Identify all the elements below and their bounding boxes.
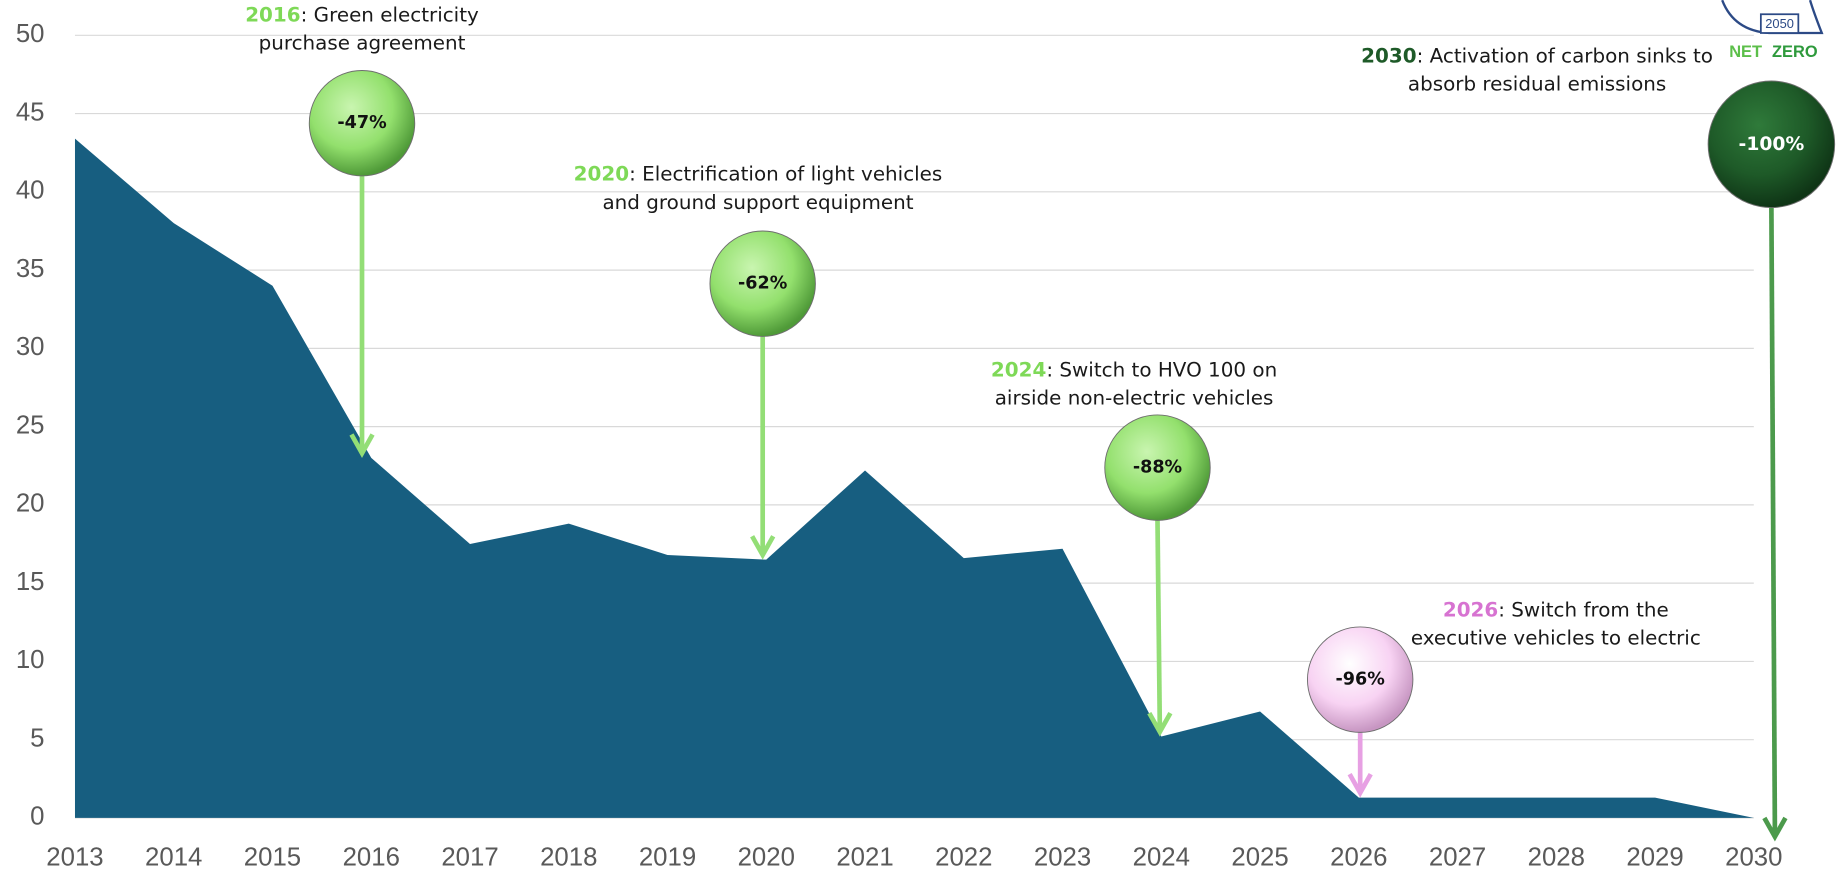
y-tick-label: 20 — [16, 490, 45, 518]
x-tick-label: 2019 — [639, 844, 696, 872]
annotation-text: 2016: Green electricity — [245, 3, 479, 26]
area — [74, 138, 1754, 818]
annotation-line: : Switch from the — [1498, 598, 1669, 621]
annotation-text: 2030: Activation of carbon sinks to — [1361, 44, 1713, 67]
arrow-head — [1762, 816, 1788, 842]
x-tick-label: 2017 — [441, 844, 498, 872]
x-tick-label: 2025 — [1231, 844, 1288, 872]
badge — [308, 70, 416, 177]
arrow-head — [750, 535, 776, 560]
logo-net: NET — [1729, 43, 1762, 61]
badge-label: -62% — [738, 274, 788, 294]
annotation-year: 2030 — [1361, 44, 1416, 67]
annotation: -88% 2024: Switch to HVO 100 on airside no… — [991, 358, 1277, 737]
annotation-line: purchase agreement — [259, 31, 466, 54]
arrow-head — [349, 433, 375, 459]
x-tick-label: 2015 — [244, 844, 301, 872]
badge — [1707, 80, 1836, 209]
logo-plate — [1759, 13, 1800, 34]
badge-label: -88% — [1133, 458, 1183, 478]
badge-label: -96% — [1336, 670, 1386, 690]
y-tick-label: 50 — [16, 20, 45, 48]
annotation-year: 2016 — [245, 3, 300, 26]
annotation-line: : Electrification of light vehicles — [629, 162, 942, 185]
net-zero-logo: 2050 NET ZERO — [1721, 0, 1824, 61]
annotation-arrow — [1155, 520, 1163, 730]
annotation-text: and ground support equipment — [602, 190, 913, 213]
y-tick-label: 35 — [16, 255, 45, 283]
annotation-text: purchase agreement — [259, 31, 466, 54]
x-tick-label: 2028 — [1528, 844, 1585, 872]
annotation-line: executive vehicles to electric — [1411, 626, 1701, 649]
x-tick-label: 2023 — [1034, 844, 1091, 872]
x-tick-label: 2013 — [46, 844, 103, 872]
y-tick-label: 10 — [16, 646, 45, 674]
annotation: -100% 2030: Activation of carbon sinks to… — [1361, 44, 1836, 842]
annotation-text: executive vehicles to electric — [1411, 626, 1701, 649]
annotation-arrow — [1769, 207, 1778, 835]
y-tick-label: 15 — [16, 568, 45, 596]
y-tick-label: 40 — [16, 177, 45, 205]
annotation-line: : Switch to HVO 100 on — [1046, 358, 1277, 381]
annotation-line: airside non-electric vehicles — [995, 386, 1274, 409]
x-tick-label: 2020 — [738, 844, 795, 872]
x-tick-label: 2022 — [935, 844, 992, 872]
annotation: -47% 2016: Green electricity purchase agre… — [245, 3, 479, 459]
annotation-year: 2026 — [1443, 598, 1498, 621]
badge-label: -100% — [1739, 134, 1805, 155]
x-tick-label: 2027 — [1429, 844, 1486, 872]
annotation: -62% 2020: Electrification of light vehic… — [574, 162, 943, 560]
annotation-year: 2024 — [991, 358, 1046, 381]
x-tick-label: 2018 — [540, 844, 597, 872]
x-tick-label: 2029 — [1626, 844, 1683, 872]
annotation-text: absorb residual emissions — [1408, 72, 1666, 95]
x-tick-label: 2021 — [836, 844, 893, 872]
y-tick-label: 5 — [30, 724, 44, 752]
annotation-text: 2024: Switch to HVO 100 on — [991, 358, 1277, 381]
badge — [709, 230, 816, 337]
x-tick-label: 2024 — [1133, 844, 1190, 872]
annotation-text: airside non-electric vehicles — [995, 386, 1274, 409]
annotation-text: 2026: Switch from the — [1443, 598, 1669, 621]
y-tick-label: 25 — [16, 411, 45, 439]
annotation-text: 2020: Electrification of light vehicles — [574, 162, 943, 185]
y-tick-label: 0 — [30, 803, 44, 831]
annotation-line: : Activation of carbon sinks to — [1417, 44, 1713, 67]
x-tick-label: 2026 — [1330, 844, 1387, 872]
badge — [1306, 626, 1414, 733]
arrow-head — [1147, 711, 1173, 737]
annotation-line: : Green electricity — [301, 3, 479, 26]
annotation-line: and ground support equipment — [602, 190, 913, 213]
logo-year: 2050 — [1765, 16, 1794, 31]
annotation: -96% 2026: Switch from the executive vehic… — [1306, 598, 1701, 798]
annotation-year: 2020 — [574, 162, 629, 185]
arrow-head — [1347, 772, 1373, 798]
y-tick-label: 30 — [16, 333, 45, 361]
logo-zero: ZERO — [1772, 43, 1818, 61]
badge — [1104, 414, 1211, 521]
x-tick-label: 2014 — [145, 844, 202, 872]
x-tick-label: 2016 — [343, 844, 400, 872]
annotation-line: absorb residual emissions — [1408, 72, 1666, 95]
badge-label: -47% — [337, 113, 387, 133]
y-tick-label: 45 — [16, 98, 45, 126]
x-tick-label: 2030 — [1725, 844, 1782, 872]
